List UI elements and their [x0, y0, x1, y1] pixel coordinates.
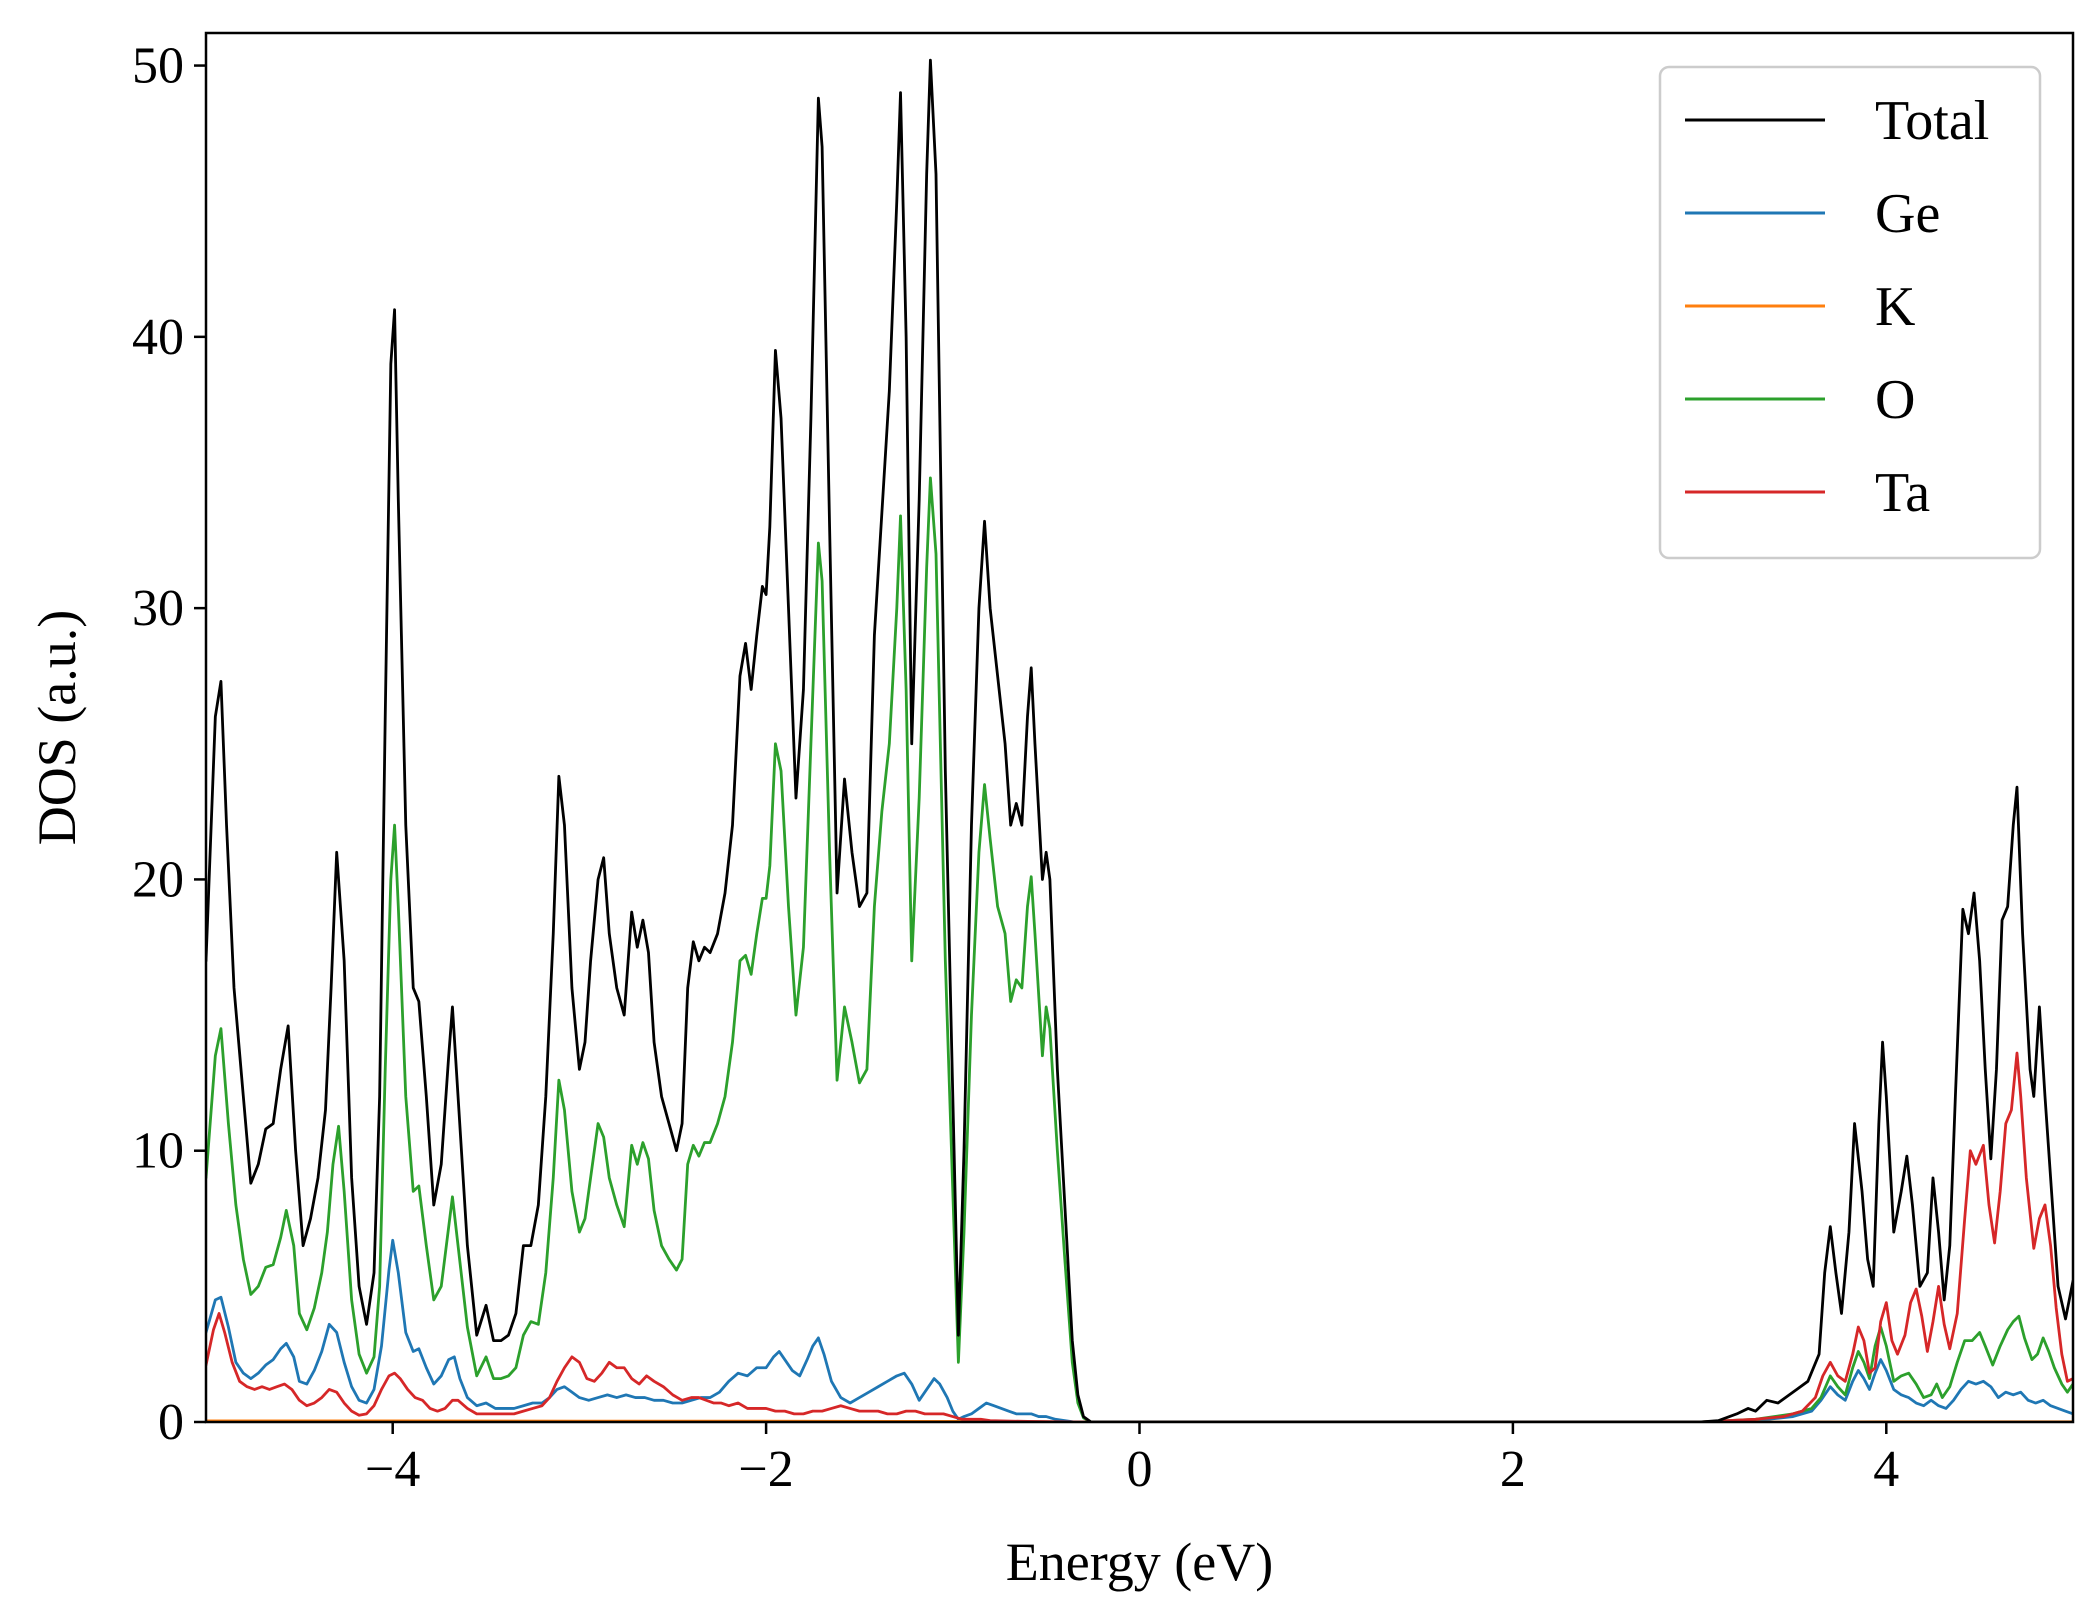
y-tick-label: 10	[132, 1123, 184, 1180]
legend-label-total: Total	[1875, 90, 1989, 152]
y-tick-label: 0	[158, 1394, 184, 1451]
x-tick-label: 2	[1500, 1441, 1526, 1498]
y-tick-label: 20	[132, 851, 184, 908]
y-tick-label: 30	[132, 580, 184, 637]
legend: Total Ge KO Ta	[1658, 65, 2042, 560]
series-line-ta	[206, 1051, 2073, 1422]
legend-box	[1658, 65, 2042, 560]
x-axis-label: Energy (eV)	[1006, 1532, 1273, 1592]
y-tick-label: 50	[132, 38, 184, 95]
legend-label-k: K	[1875, 276, 1915, 338]
y-tick-label: 40	[132, 309, 184, 366]
legend-label-ge: Ge	[1875, 183, 1940, 245]
legend-items: Total Ge KO Ta	[1685, 90, 1989, 524]
x-tick-label: 0	[1127, 1441, 1153, 1498]
series-line-total	[206, 58, 2073, 1422]
legend-label-ta: Ta	[1875, 462, 1930, 524]
series-line-ge	[206, 1238, 2073, 1422]
x-tick-label: 4	[1873, 1441, 1899, 1498]
legend-label-o: O	[1875, 369, 1915, 431]
y-axis-label: DOS (a.u.)	[27, 610, 87, 845]
series-line-o	[206, 476, 2073, 1422]
x-tick-label: −4	[365, 1441, 420, 1498]
x-tick-label: −2	[738, 1441, 793, 1498]
